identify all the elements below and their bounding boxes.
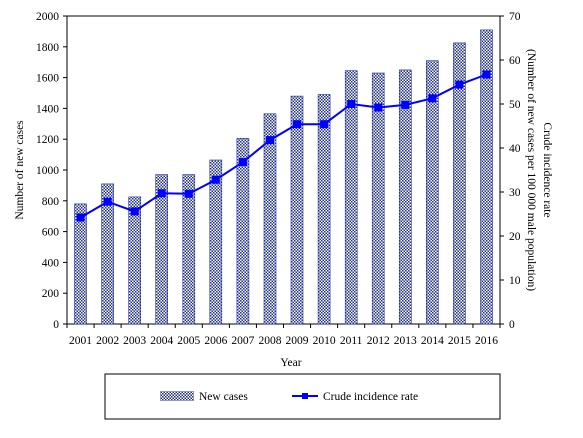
y-tick-label-0: 0 xyxy=(53,319,59,331)
bar-new-cases-2008 xyxy=(263,113,277,325)
bar-new-cases-2001 xyxy=(74,203,87,325)
bar-new-cases-2002 xyxy=(101,183,114,325)
bar-new-cases-2004 xyxy=(155,174,168,325)
bar-new-cases-2015 xyxy=(453,42,466,325)
x-tick-label-2012: 2012 xyxy=(367,335,390,347)
bar-new-cases-2010 xyxy=(317,94,331,325)
bar-new-cases-2005 xyxy=(182,174,196,325)
legend-label-crude-incidence-rate: Crude incidence rate xyxy=(323,391,418,403)
y2-axis-title-line2: (Number of new cases per 100 000 male po… xyxy=(525,49,537,291)
bar-new-cases-2013 xyxy=(398,69,412,325)
x-tick-label-2016: 2016 xyxy=(475,335,498,347)
bar-new-cases-2006 xyxy=(209,159,223,325)
y-axis-title: Number of new cases xyxy=(14,120,26,220)
line-crude-incidence-rate xyxy=(79,73,487,219)
marker-crude-incidence-rate-2012 xyxy=(374,103,383,112)
y2-tick-label-30: 30 xyxy=(509,187,521,199)
y2-tick-label-40: 40 xyxy=(509,143,521,155)
x-tick-label-2010: 2010 xyxy=(313,335,336,347)
bar-new-cases-2003 xyxy=(128,196,141,325)
legend-label-new-cases: New cases xyxy=(199,391,248,403)
y-tick-label-2000: 2000 xyxy=(36,11,59,23)
marker-crude-incidence-rate-2015 xyxy=(455,80,464,89)
legend: New cases Crude incidence rate xyxy=(104,373,501,420)
x-tick-label-2002: 2002 xyxy=(96,335,119,347)
bar-new-cases-2011 xyxy=(344,70,358,325)
bar-new-cases-2007 xyxy=(236,138,250,325)
y2-tick-label-0: 0 xyxy=(509,319,515,331)
marker-crude-incidence-rate-2002 xyxy=(103,197,112,206)
marker-crude-incidence-rate-2011 xyxy=(347,100,356,108)
marker-crude-incidence-rate-2007 xyxy=(238,158,247,167)
marker-crude-incidence-rate-2006 xyxy=(211,175,220,184)
bar-series-new-cases xyxy=(74,29,493,325)
axes: 0 200 400 600 800 1000 1200 1400 1600 1800 2000 0 10… xyxy=(36,11,521,347)
marker-crude-incidence-rate-2010 xyxy=(320,120,329,129)
bar-new-cases-2012 xyxy=(371,72,385,325)
y2-tick-label-10: 10 xyxy=(509,275,521,287)
y-tick-label-1000: 1000 xyxy=(36,165,59,177)
y-tick-label-1400: 1400 xyxy=(36,103,59,115)
legend-marker-crude-incidence-rate xyxy=(302,393,308,399)
x-tick-label-2004: 2004 xyxy=(150,335,173,347)
y2-tick-label-20: 20 xyxy=(509,231,521,243)
x-tick-label-2011: 2011 xyxy=(340,335,363,347)
legend-swatch-new-cases xyxy=(160,391,194,401)
marker-crude-incidence-rate-2003 xyxy=(130,207,139,216)
y-tick-label-1800: 1800 xyxy=(36,42,59,54)
x-tick-label-2003: 2003 xyxy=(123,335,146,347)
y2-tick-label-50: 50 xyxy=(509,99,521,111)
line-series-crude-incidence-rate xyxy=(76,70,491,222)
x-tick-label-2015: 2015 xyxy=(448,335,471,347)
y-tick-label-400: 400 xyxy=(42,257,60,269)
y-tick-label-600: 600 xyxy=(42,227,60,239)
marker-crude-incidence-rate-2008 xyxy=(266,136,274,145)
legend-box xyxy=(104,373,501,420)
marker-crude-incidence-rate-2004 xyxy=(157,189,166,198)
bar-new-cases-2016 xyxy=(480,29,493,325)
x-tick-label-2009: 2009 xyxy=(286,335,309,347)
y2-axis-title-line1: Crude incidence rate xyxy=(541,122,553,217)
x-tick-label-2014: 2014 xyxy=(421,335,444,347)
marker-crude-incidence-rate-2009 xyxy=(293,120,301,129)
x-tick-label-2013: 2013 xyxy=(394,335,417,347)
marker-crude-incidence-rate-2001 xyxy=(76,213,85,222)
x-tick-label-2006: 2006 xyxy=(204,335,227,347)
x-tick-label-2007: 2007 xyxy=(231,335,254,347)
y-tick-label-800: 800 xyxy=(42,196,60,208)
x-tick-label-2005: 2005 xyxy=(177,335,200,347)
y-tick-label-200: 200 xyxy=(42,288,60,300)
y-tick-label-1200: 1200 xyxy=(36,134,59,146)
y2-tick-label-60: 60 xyxy=(509,55,521,67)
marker-crude-incidence-rate-2005 xyxy=(184,189,193,198)
marker-crude-incidence-rate-2016 xyxy=(482,70,491,79)
y-tick-label-1600: 1600 xyxy=(36,73,59,85)
bar-new-cases-2014 xyxy=(425,60,439,325)
y2-tick-label-70: 70 xyxy=(509,11,521,23)
x-tick-label-2008: 2008 xyxy=(258,335,281,347)
bar-new-cases-2009 xyxy=(290,95,304,325)
marker-crude-incidence-rate-2014 xyxy=(428,94,437,103)
x-tick-label-2001: 2001 xyxy=(69,335,92,347)
x-axis-title: Year xyxy=(280,357,301,369)
marker-crude-incidence-rate-2013 xyxy=(401,100,410,109)
